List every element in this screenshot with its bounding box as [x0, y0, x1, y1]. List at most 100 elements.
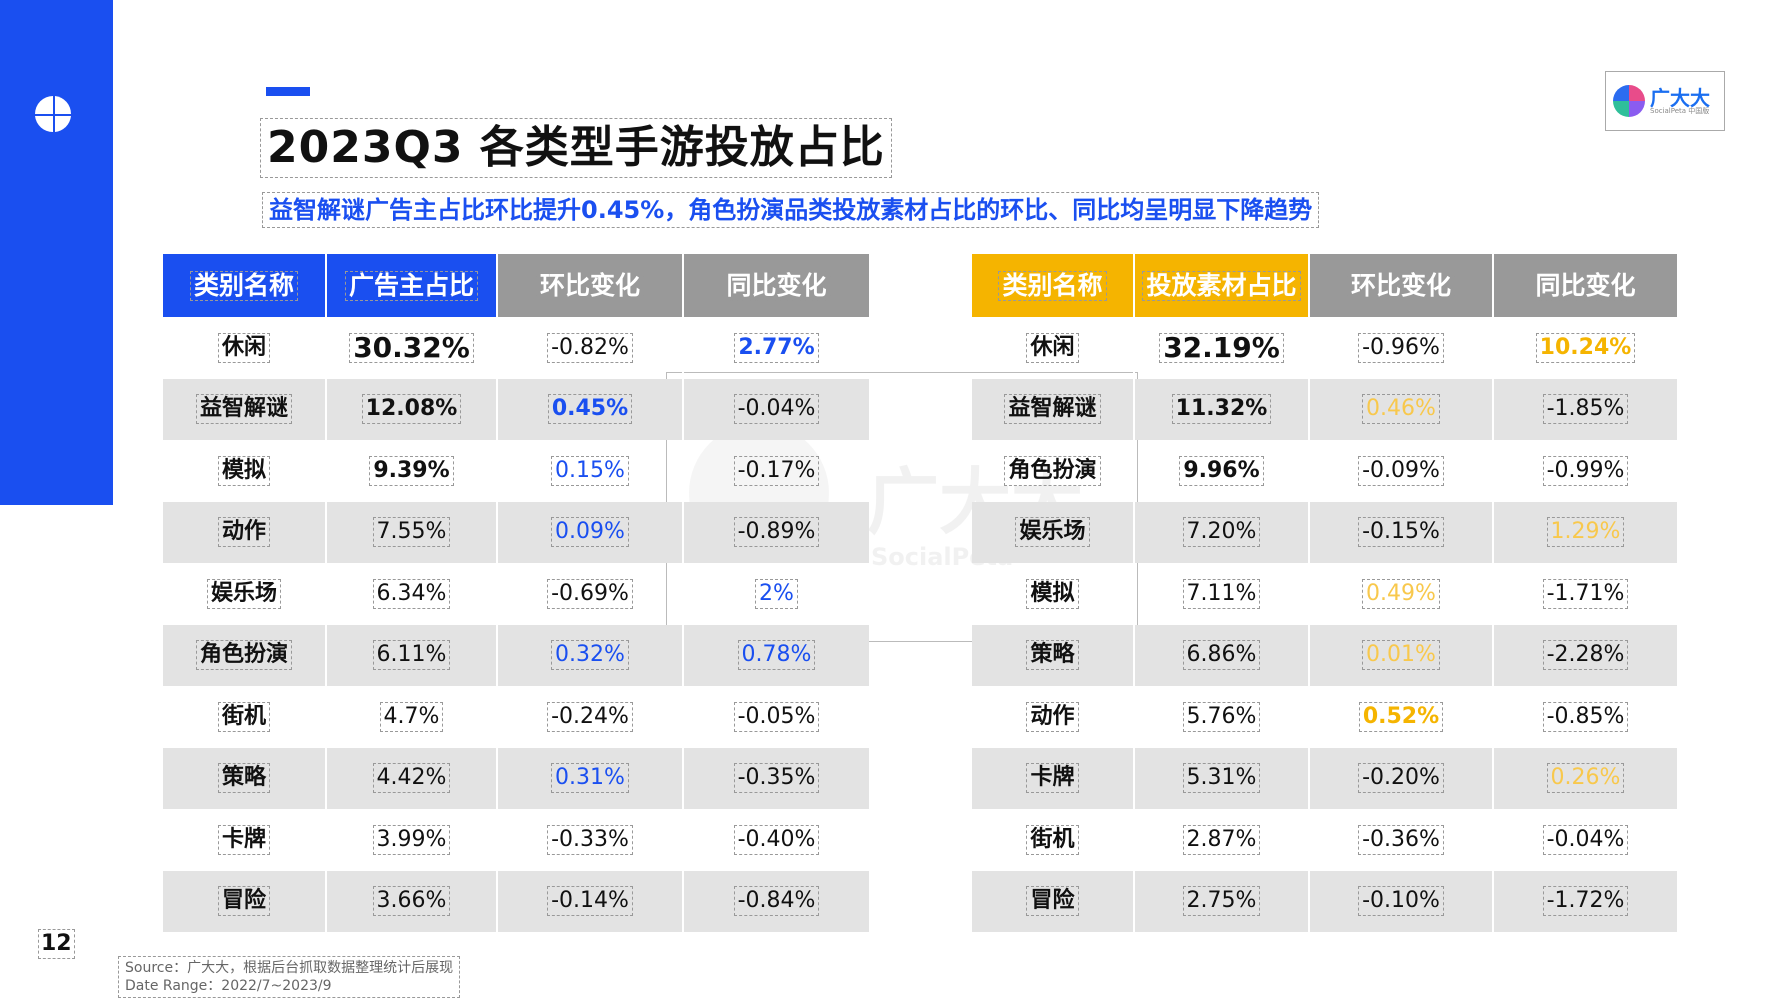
category-cell: 动作 [163, 501, 326, 563]
mom-change-cell-value: -0.20% [1358, 763, 1444, 794]
share-cell-value: 2.87% [1182, 824, 1261, 855]
share-cell-value: 3.99% [372, 824, 451, 855]
mom-change-cell-value: 0.52% [1358, 701, 1444, 732]
category-cell-value: 娱乐场 [1015, 517, 1090, 548]
share-cell: 9.96% [1133, 440, 1309, 502]
column-header: 广告主占比 [325, 254, 497, 317]
yoy-change-cell-value: 0.26% [1546, 763, 1625, 794]
yoy-change-cell-value: -2.28% [1542, 640, 1629, 671]
share-cell-value: 9.96% [1179, 455, 1264, 486]
category-cell: 策略 [972, 624, 1134, 686]
category-cell: 街机 [972, 809, 1134, 871]
mom-change-cell: -0.33% [496, 809, 683, 871]
category-cell: 娱乐场 [972, 501, 1134, 563]
brand-name: 广大大 [1650, 85, 1710, 110]
table-row: 卡牌 5.31% -0.20% 0.26% [972, 747, 1677, 809]
category-cell-value: 益智解谜 [195, 394, 292, 425]
mom-change-cell-value: -0.33% [547, 824, 633, 855]
yoy-change-cell-value: -0.84% [733, 886, 820, 917]
column-header: 同比变化 [1492, 254, 1677, 317]
category-cell: 街机 [163, 686, 326, 748]
mom-change-cell: -0.20% [1308, 747, 1493, 809]
yoy-change-cell: 1.29% [1492, 501, 1677, 563]
category-cell: 模拟 [163, 440, 326, 502]
yoy-change-cell: 0.26% [1492, 747, 1677, 809]
table-row: 街机 4.7% -0.24% -0.05% [163, 686, 869, 748]
mom-change-cell: 0.45% [496, 378, 683, 440]
table-row: 益智解谜 11.32% 0.46% -1.85% [972, 378, 1677, 440]
table-row: 休闲 32.19% -0.96% 10.24% [972, 317, 1677, 379]
mom-change-cell: -0.96% [1308, 317, 1493, 379]
mom-change-cell-value: -0.82% [547, 332, 633, 363]
mom-change-cell: -0.10% [1308, 870, 1493, 932]
yoy-change-cell-value: -0.35% [733, 763, 820, 794]
mom-change-cell-value: -0.24% [547, 701, 633, 732]
category-cell: 卡牌 [972, 747, 1134, 809]
page-title: 2023Q3 各类型手游投放占比 [260, 118, 892, 178]
brand-logo: 广大大 SocialPeta 中国版 [1605, 71, 1725, 131]
mom-change-cell: -0.15% [1308, 501, 1493, 563]
table-row: 娱乐场 6.34% -0.69% 2% [163, 563, 869, 625]
category-cell: 动作 [972, 686, 1134, 748]
mom-change-cell-value: 0.15% [551, 455, 629, 486]
share-cell-value: 7.55% [372, 517, 451, 548]
share-cell-value: 7.20% [1182, 517, 1261, 548]
share-cell: 5.31% [1133, 747, 1309, 809]
mom-change-cell: -0.82% [496, 317, 683, 379]
yoy-change-cell: -0.40% [682, 809, 869, 871]
column-header: 环比变化 [496, 254, 683, 317]
table-row: 娱乐场 7.20% -0.15% 1.29% [972, 501, 1677, 563]
category-cell: 模拟 [972, 563, 1134, 625]
category-cell-value: 冒险 [217, 886, 270, 917]
advertiser-share-table: 类别名称 广告主占比 环比变化 同比变化 休闲 30.32% -0.82% 2.77%… [163, 254, 869, 932]
category-cell-value: 动作 [217, 517, 270, 548]
share-cell-value: 5.31% [1182, 763, 1261, 794]
category-cell: 卡牌 [163, 809, 326, 871]
table-row: 角色扮演 6.11% 0.32% 0.78% [163, 624, 869, 686]
mom-change-cell-value: -0.69% [547, 578, 633, 609]
share-cell: 6.11% [325, 624, 497, 686]
share-cell: 7.55% [325, 501, 497, 563]
share-cell-value: 7.11% [1182, 578, 1261, 609]
category-cell: 冒险 [972, 870, 1134, 932]
category-cell: 冒险 [163, 870, 326, 932]
yoy-change-cell: -0.84% [682, 870, 869, 932]
share-cell-value: 6.11% [372, 640, 451, 671]
yoy-change-cell-value: -1.85% [1542, 394, 1629, 425]
table-row: 卡牌 3.99% -0.33% -0.40% [163, 809, 869, 871]
app-logo-icon [35, 96, 72, 133]
yoy-change-cell-value: -0.85% [1542, 701, 1629, 732]
share-cell: 4.42% [325, 747, 497, 809]
table-row: 角色扮演 9.96% -0.09% -0.99% [972, 440, 1677, 502]
category-cell-value: 模拟 [1026, 578, 1079, 609]
mom-change-cell: -0.24% [496, 686, 683, 748]
share-cell-value: 5.76% [1182, 701, 1261, 732]
category-cell: 角色扮演 [163, 624, 326, 686]
share-cell: 7.11% [1133, 563, 1309, 625]
yoy-change-cell: -0.89% [682, 501, 869, 563]
mom-change-cell-value: 0.01% [1362, 640, 1440, 671]
table-row: 益智解谜 12.08% 0.45% -0.04% [163, 378, 869, 440]
share-cell: 9.39% [325, 440, 497, 502]
yoy-change-cell-value: 0.78% [737, 640, 816, 671]
category-cell-value: 动作 [1026, 701, 1079, 732]
yoy-change-cell-value: 1.29% [1546, 517, 1625, 548]
yoy-change-cell: 0.78% [682, 624, 869, 686]
table-row: 策略 4.42% 0.31% -0.35% [163, 747, 869, 809]
share-cell-value: 2.75% [1182, 886, 1261, 917]
share-cell: 3.99% [325, 809, 497, 871]
mom-change-cell-value: -0.09% [1358, 455, 1444, 486]
category-cell-value: 娱乐场 [206, 578, 281, 609]
table-header-row: 类别名称 广告主占比 环比变化 同比变化 [163, 254, 869, 317]
column-header: 类别名称 [972, 254, 1134, 317]
brand-logo-icon [1613, 85, 1645, 117]
mom-change-cell: 0.52% [1308, 686, 1493, 748]
table-row: 街机 2.87% -0.36% -0.04% [972, 809, 1677, 871]
yoy-change-cell-value: 2.77% [734, 332, 819, 363]
category-cell-value: 策略 [1026, 640, 1079, 671]
yoy-change-cell-value: -0.04% [733, 394, 820, 425]
table-header-row: 类别名称 投放素材占比 环比变化 同比变化 [972, 254, 1677, 317]
category-cell-value: 模拟 [217, 455, 270, 486]
mom-change-cell-value: 0.49% [1362, 578, 1440, 609]
category-cell-value: 角色扮演 [195, 640, 292, 671]
